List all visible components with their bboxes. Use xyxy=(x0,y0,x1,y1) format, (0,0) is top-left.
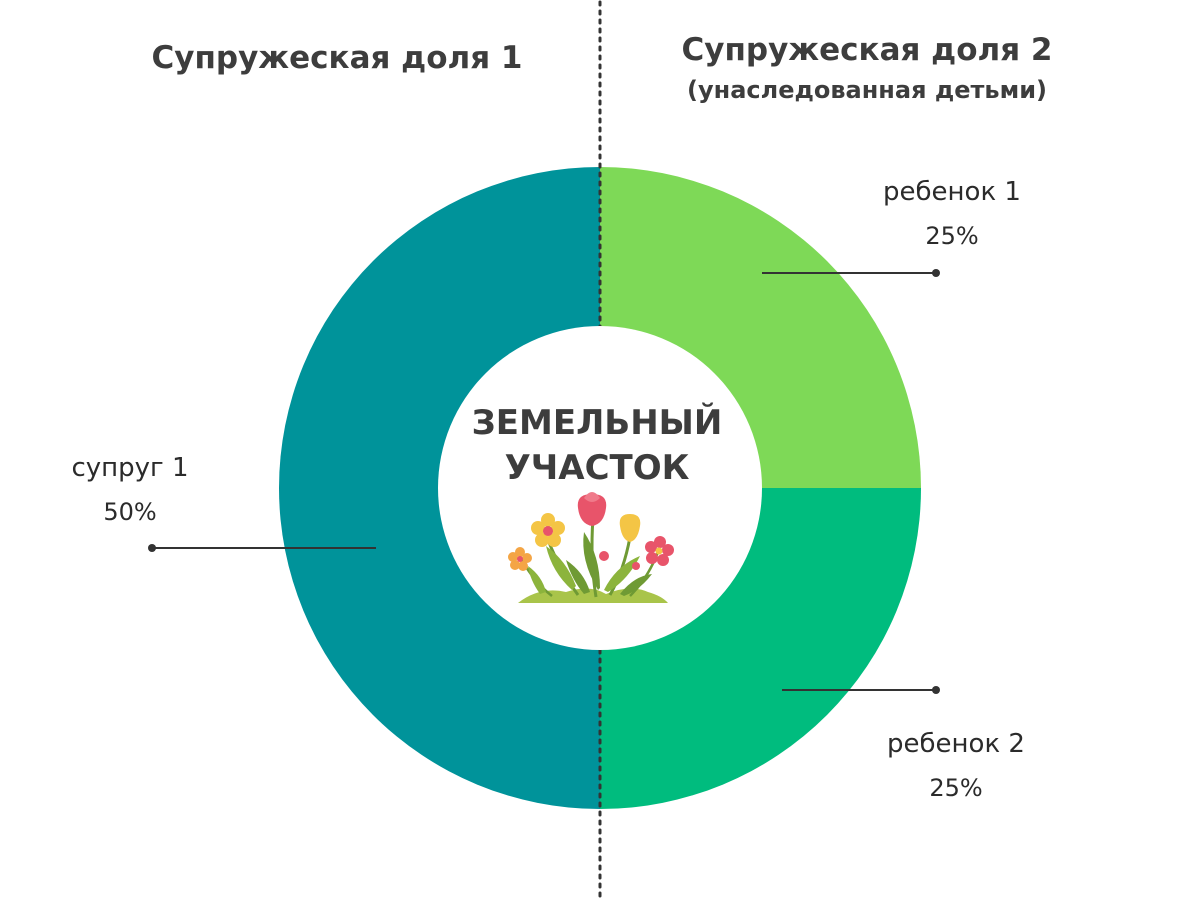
slice-label-1: ребенок 1 xyxy=(883,177,1021,207)
slice-labels: ребенок 1 25% ребенок 2 25% супруг 1 50% xyxy=(71,177,1025,802)
slice-label-2: ребенок 2 xyxy=(887,729,1025,759)
leader-dot-3 xyxy=(148,544,156,552)
slice-value-label-1: 25% xyxy=(925,222,978,250)
leader-dot-2 xyxy=(932,686,940,694)
slice-value-label-2: 25% xyxy=(929,774,982,802)
slice-label-3: супруг 1 xyxy=(71,453,188,483)
center-title-line1: ЗЕМЕЛЬНЫЙ xyxy=(472,402,723,443)
heading-right: Супружеская доля 2 xyxy=(682,32,1053,68)
flowers-icon xyxy=(508,492,674,603)
heading-right-subtitle: (унаследованная детьми) xyxy=(687,76,1047,104)
heading-left: Супружеская доля 1 xyxy=(152,40,523,76)
leader-dot-1 xyxy=(932,269,940,277)
center-title-line2: УЧАСТОК xyxy=(505,448,690,488)
slice-value-label-3: 50% xyxy=(103,498,156,526)
